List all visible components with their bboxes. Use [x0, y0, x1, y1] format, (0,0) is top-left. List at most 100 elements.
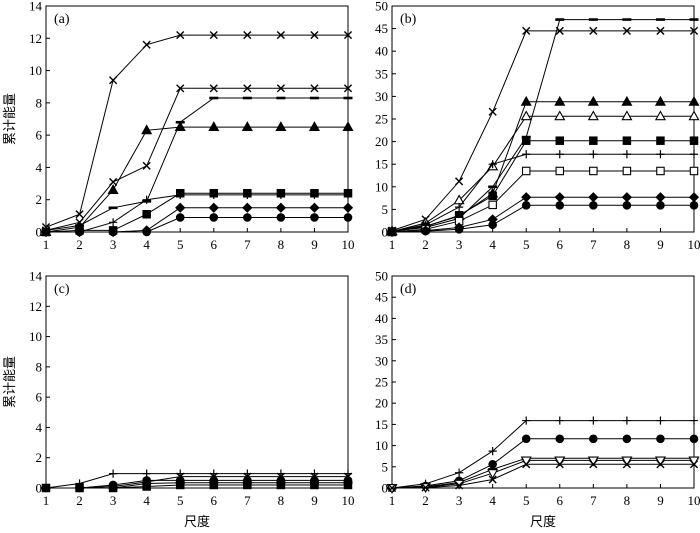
series-line: [391, 30, 694, 232]
y-tick-label: 30: [375, 353, 388, 368]
x-tick-label: 4: [143, 237, 150, 252]
marker-diamond: [309, 202, 320, 213]
marker-square: [521, 136, 531, 145]
x-axis-title: 尺度: [530, 514, 556, 530]
marker-plus: [276, 190, 285, 199]
marker-plus: [689, 150, 699, 159]
marker-dash: [108, 206, 118, 210]
marker-circle: [243, 213, 252, 222]
marker-triangle: [654, 95, 666, 106]
marker-circle: [209, 213, 219, 222]
marker-plus: [142, 195, 151, 204]
series-line: [391, 170, 694, 233]
marker-x: [142, 161, 151, 170]
marker-x: [343, 84, 353, 93]
marker-plus: [689, 416, 699, 425]
y-tick-label: 0: [36, 481, 43, 496]
y-tick-label: 8: [36, 359, 43, 374]
marker-x: [421, 483, 430, 492]
marker-dash: [588, 18, 598, 21]
y-tick-label: 4: [36, 420, 43, 435]
marker-x: [522, 460, 531, 469]
marker-circle: [555, 434, 565, 444]
marker-plus: [488, 447, 497, 456]
plot-frame: [391, 275, 695, 489]
y-tick-label: 5: [382, 202, 389, 217]
marker-square: [108, 483, 118, 493]
x-tick-label: 5: [177, 237, 184, 252]
marker-triangle: [587, 95, 599, 106]
series-line: [46, 479, 348, 489]
marker-triangle-down: [487, 469, 499, 480]
marker-triangle: [241, 121, 253, 132]
marker-x: [109, 76, 118, 85]
marker-plus: [522, 150, 531, 159]
y-tick-label: 15: [375, 157, 388, 172]
marker-square: [689, 136, 699, 145]
marker-square-open: [589, 166, 598, 176]
marker-dash: [209, 96, 219, 100]
marker-plus: [109, 218, 118, 227]
y-tick-label: 6: [36, 390, 43, 405]
marker-square: [343, 480, 353, 490]
marker-triangle: [275, 121, 287, 132]
marker-diamond: [242, 202, 253, 213]
x-tick-label: 5: [523, 493, 530, 508]
x-tick-label: 4: [489, 237, 496, 252]
marker-circle: [108, 227, 118, 237]
series-line: [391, 19, 694, 232]
marker-plus: [656, 150, 665, 159]
y-axis-title: 累计能量: [3, 356, 18, 408]
marker-plus: [310, 190, 319, 199]
marker-diamond: [275, 202, 286, 213]
marker-x: [656, 460, 665, 469]
marker-x: [622, 26, 631, 35]
marker-x: [656, 26, 665, 35]
series-line: [391, 196, 694, 233]
marker-circle: [310, 213, 319, 222]
marker-plus: [656, 416, 665, 425]
marker-square: [142, 482, 151, 491]
series-line: [45, 34, 348, 228]
marker-triangle: [342, 121, 354, 132]
marker-square-open: [622, 166, 632, 176]
marker-square: [488, 191, 497, 201]
marker-plus: [455, 468, 464, 477]
marker-x: [243, 84, 252, 93]
marker-x: [488, 107, 497, 116]
x-tick-label: 7: [244, 493, 251, 508]
marker-circle: [521, 434, 531, 444]
marker-square: [75, 483, 84, 493]
marker-circle: [622, 201, 632, 210]
marker-circle: [421, 226, 430, 236]
x-tick-label: 5: [177, 493, 184, 508]
marker-x: [310, 84, 319, 93]
marker-x: [555, 26, 564, 35]
series-line: [45, 473, 348, 489]
x-tick-label: 3: [456, 493, 463, 508]
y-tick-label: 25: [375, 112, 388, 127]
marker-circle: [343, 213, 353, 222]
marker-circle: [622, 434, 632, 444]
marker-plus: [555, 150, 564, 159]
marker-plus: [209, 190, 218, 199]
marker-diamond: [688, 192, 700, 203]
x-tick-label: 9: [657, 237, 664, 252]
series-line: [391, 459, 694, 489]
x-tick-label: 5: [523, 237, 530, 252]
y-tick-label: 2: [36, 192, 43, 207]
marker-dash: [555, 18, 565, 21]
x-tick-label: 8: [624, 493, 631, 508]
marker-circle: [589, 434, 598, 444]
marker-circle: [656, 434, 665, 444]
marker-diamond: [621, 192, 632, 203]
marker-plus: [555, 416, 564, 425]
y-tick-label: 12: [29, 299, 42, 314]
marker-plus: [522, 416, 531, 425]
marker-circle: [488, 220, 497, 230]
marker-square: [142, 209, 151, 219]
marker-plus: [589, 416, 598, 425]
